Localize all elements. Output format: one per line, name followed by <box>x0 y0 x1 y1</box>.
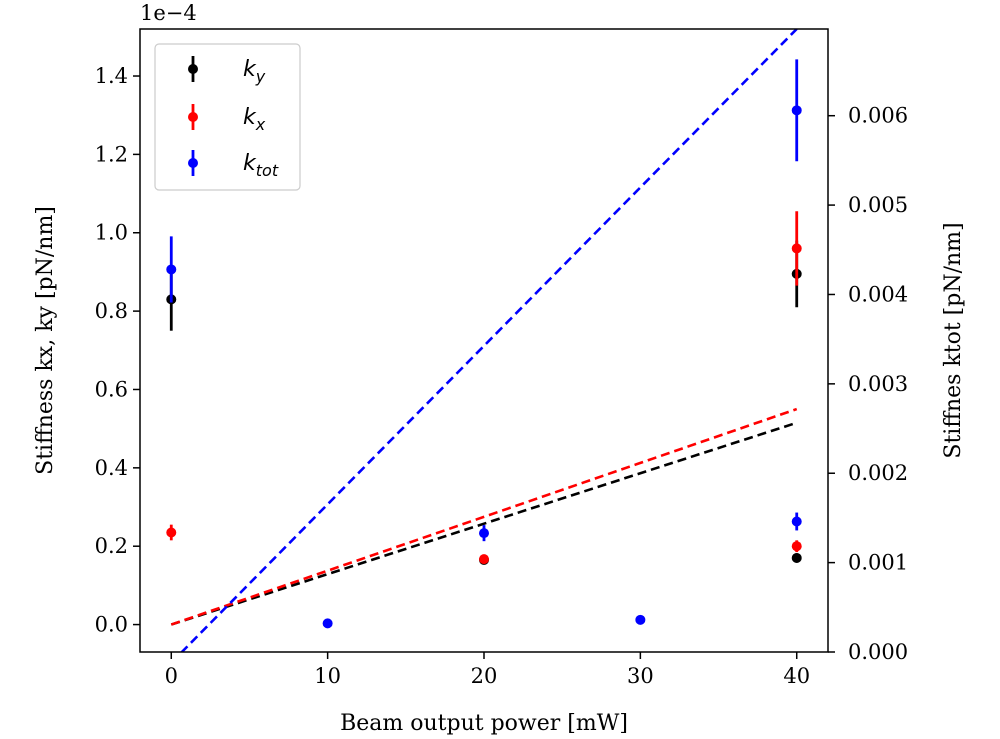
data-point-k-tot <box>791 105 802 116</box>
legend: ky kx ktot <box>154 43 301 191</box>
data-point-k-y <box>791 552 802 563</box>
y-left-tick-label: 1.4 <box>95 64 128 88</box>
legend-label-k-tot: ktot <box>243 151 279 180</box>
legend-label-k-x: kx <box>243 105 266 134</box>
data-point-k-tot <box>322 618 333 629</box>
y-right-tick-label: 0.001 <box>848 551 908 575</box>
legend-box <box>154 43 301 191</box>
data-marks <box>166 29 802 652</box>
fit-line-k-y <box>170 421 798 626</box>
y-right-axis-label: Stiffnes ktot [pN/nm] <box>941 222 966 458</box>
data-point-k-tot <box>635 614 646 625</box>
data-point-k-x <box>791 541 802 552</box>
data-point-k-tot <box>479 528 489 539</box>
data-point-k-x <box>479 554 489 565</box>
y-left-tick-label: 0.4 <box>95 456 128 480</box>
legend-label-k-y: ky <box>243 57 266 86</box>
fit-line-k-tot <box>180 29 798 652</box>
y-right-tick-label: 0.005 <box>848 193 908 217</box>
y-left-tick-label: 0.8 <box>95 299 128 323</box>
y-left-tick-label: 1.0 <box>95 221 128 245</box>
x-axis-label: Beam output power [mW] <box>340 711 628 736</box>
x-tick-label: 40 <box>783 664 810 688</box>
y-left-tick-label: 0.0 <box>95 613 128 637</box>
legend-marker-point <box>188 158 198 168</box>
y-left-tick-label: 0.2 <box>95 534 128 558</box>
data-point-k-tot <box>791 516 802 527</box>
y-right-tick-label: 0.002 <box>848 461 908 485</box>
x-tick-label: 0 <box>165 664 178 688</box>
data-point-k-x <box>791 243 802 254</box>
y-left-tick-label: 0.6 <box>95 377 128 401</box>
y-left-tick-label: 1.2 <box>95 142 128 166</box>
y-left-axis-label: Stiffness kx, ky [pN/nm] <box>33 206 58 475</box>
y-right-tick-label: 0.000 <box>848 640 908 664</box>
data-point-k-tot <box>166 264 177 275</box>
x-tick-label: 10 <box>314 664 341 688</box>
x-tick-label: 20 <box>471 664 498 688</box>
legend-marker-point <box>188 64 198 74</box>
axes: 0 10 20 30 40 0.0 0.2 0.4 0.6 0.8 1.0 1.2 1.4 0.000 0.… <box>33 1 966 736</box>
x-tick-label: 30 <box>627 664 654 688</box>
fit-line-k-x <box>170 407 798 626</box>
y-right-tick-label: 0.006 <box>848 104 908 128</box>
plot-area <box>166 29 802 652</box>
data-point-k-x <box>166 527 177 538</box>
y-right-tick-label: 0.004 <box>848 282 908 306</box>
legend-marker-point <box>188 112 198 122</box>
y-left-offset-label: 1e−4 <box>140 1 197 25</box>
y-right-tick-label: 0.003 <box>848 372 908 396</box>
